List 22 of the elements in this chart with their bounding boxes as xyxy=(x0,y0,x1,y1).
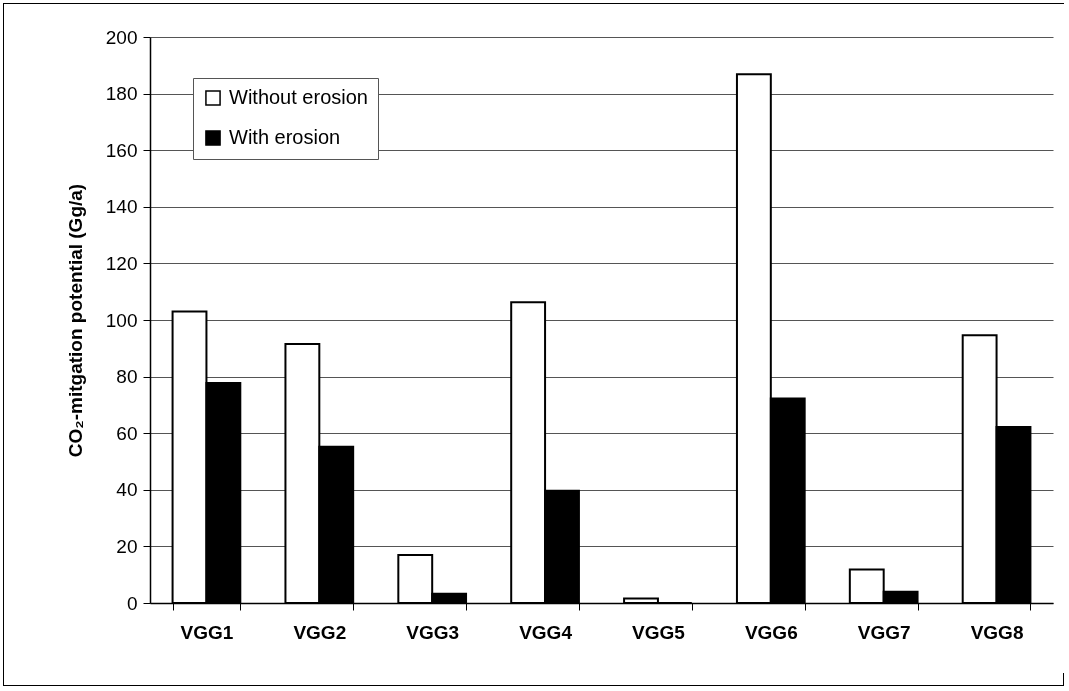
x-tick-label: VGG5 xyxy=(632,621,686,643)
y-tick-label: 180 xyxy=(105,83,138,105)
y-tick-label: 80 xyxy=(116,366,138,388)
x-tick-label: VGG7 xyxy=(857,621,911,643)
y-tick-label: 100 xyxy=(105,309,138,331)
x-tick-label: VGG2 xyxy=(293,621,347,643)
x-tick-label: VGG3 xyxy=(406,621,460,643)
y-tick-label: 120 xyxy=(105,252,138,274)
y-tick-label: 20 xyxy=(116,535,138,557)
x-tick-label: VGG8 xyxy=(970,621,1024,643)
y-tick-label: 40 xyxy=(116,479,138,501)
legend-label: With erosion xyxy=(229,126,341,148)
y-tick-label: 160 xyxy=(105,139,138,161)
x-tick-label: VGG6 xyxy=(744,621,798,643)
y-axis-title: CO₂-mitgation potential (Gg/a) xyxy=(64,183,86,458)
y-tick-label: 0 xyxy=(126,592,138,614)
x-tick-label: VGG1 xyxy=(180,621,234,643)
y-tick-label: 60 xyxy=(116,422,138,444)
x-tick-label: VGG4 xyxy=(519,621,573,643)
y-tick-label: 140 xyxy=(105,196,138,218)
y-tick-label: 200 xyxy=(105,26,138,48)
legend-label: Without erosion xyxy=(229,86,368,108)
